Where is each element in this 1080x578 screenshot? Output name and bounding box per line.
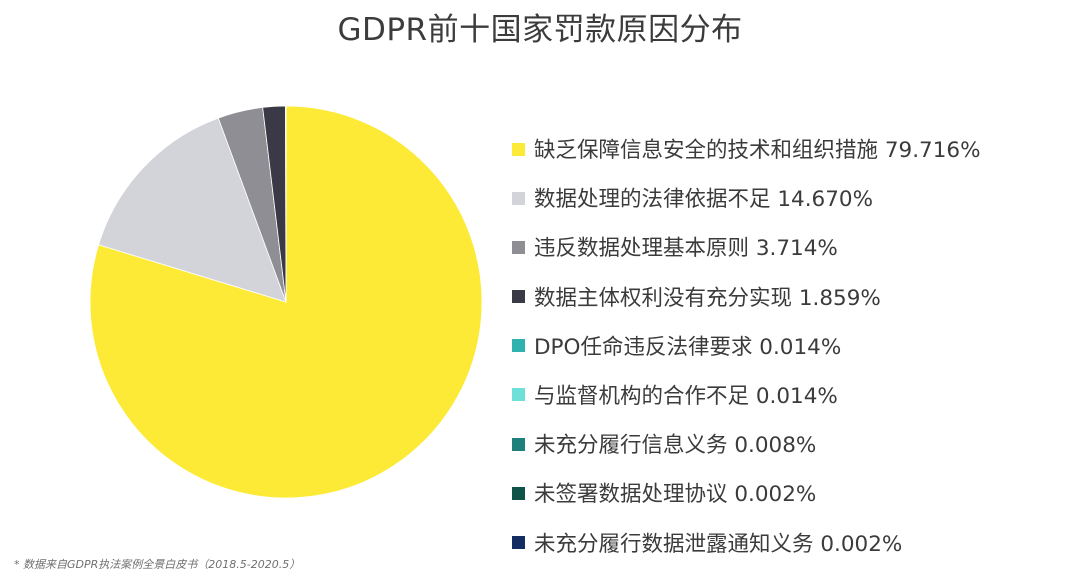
legend-item: 未签署数据处理协议 0.002%	[512, 472, 1072, 521]
pie-slice-1	[89, 105, 483, 499]
legend-item: 缺乏保障信息安全的技术和组织措施 79.716%	[512, 128, 1072, 177]
legend-value: 0.014%	[755, 383, 838, 409]
pie-chart	[89, 105, 483, 499]
legend-gap	[792, 286, 799, 311]
legend-gap	[878, 138, 885, 163]
legend-value: 0.014%	[759, 334, 842, 360]
legend-value: 0.002%	[820, 531, 903, 557]
legend-value: 79.716%	[884, 138, 981, 163]
legend-item: 与监督机构的合作不足 0.014%	[512, 374, 1072, 423]
legend-swatch	[512, 388, 525, 402]
legend-label: 数据主体权利没有充分实现	[534, 285, 793, 311]
pie-slice-2	[98, 117, 287, 303]
legend-label: 缺乏保障信息安全的技术和组织措施	[534, 138, 879, 163]
legend-swatch	[512, 486, 525, 500]
legend-label: 与监督机构的合作不足	[534, 383, 750, 409]
legend-item: 未充分履行数据泄露通知义务 0.002%	[512, 522, 1072, 571]
legend-gap	[749, 384, 756, 409]
legend-swatch	[512, 142, 525, 156]
legend-swatch	[512, 437, 525, 451]
legend-label: 未充分履行数据泄露通知义务	[534, 531, 814, 557]
chart-legend: 缺乏保障信息安全的技术和组织措施 79.716% 数据处理的法律依据不足 14.6…	[512, 128, 1072, 571]
legend-swatch	[512, 339, 525, 353]
legend-label: 数据处理的法律依据不足	[534, 187, 771, 213]
legend-label: 未签署数据处理协议	[534, 482, 728, 508]
legend-value: 0.008%	[734, 433, 817, 459]
legend-swatch	[512, 290, 525, 304]
legend-item: 违反数据处理基本原则 3.714%	[512, 226, 1072, 275]
legend-swatch	[512, 191, 525, 205]
legend-value: 14.670%	[777, 187, 874, 213]
legend-value: 3.714%	[755, 236, 838, 262]
legend-item: 数据处理的法律依据不足 14.670%	[512, 177, 1072, 226]
legend-item: 数据主体权利没有充分实现 1.859%	[512, 276, 1072, 325]
chart-title: GDPR前十国家罚款原因分布	[337, 12, 743, 48]
legend-item: 未充分履行信息义务 0.008%	[512, 423, 1072, 472]
legend-gap	[749, 236, 756, 261]
legend-label: 未充分履行信息义务	[534, 433, 728, 459]
footnote: * 数据来自GDPR执法案例全景白皮书（2018.5-2020.5）	[14, 558, 301, 571]
legend-swatch	[512, 536, 525, 549]
legend-label: 违反数据处理基本原则	[534, 236, 750, 262]
legend-item: DPO任命违反法律要求 0.014%	[512, 325, 1072, 374]
legend-swatch	[512, 240, 525, 254]
legend-value: 1.859%	[798, 285, 881, 311]
legend-label: DPO任命违反法律要求	[534, 334, 753, 360]
legend-value: 0.002%	[734, 482, 817, 508]
